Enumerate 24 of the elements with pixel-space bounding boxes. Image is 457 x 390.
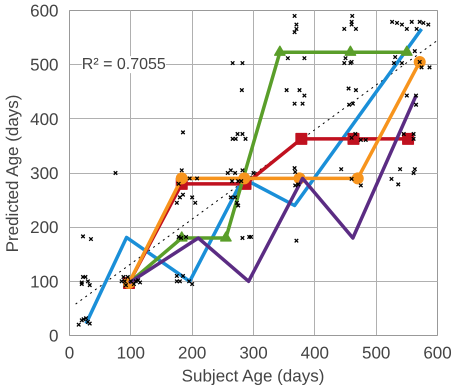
y-tick-label: 200 <box>30 218 59 238</box>
x-tick-label: 100 <box>116 344 146 362</box>
x-tick-label: 500 <box>362 344 390 362</box>
point <box>274 45 286 56</box>
x-tick-label: 600 <box>423 344 452 362</box>
x-tick-label: 200 <box>178 344 206 362</box>
x-tick-label: 400 <box>300 344 330 362</box>
y-tick-label: 0 <box>49 326 59 346</box>
point <box>344 45 356 56</box>
y-tick-label: 300 <box>30 164 59 183</box>
y-tick-label: 100 <box>30 272 59 292</box>
x-axis-title: Subject Age (days) <box>182 366 324 386</box>
y-tick-label: 400 <box>30 110 59 129</box>
x-tick-label: 300 <box>239 344 268 362</box>
annotation: R² = 0.7055 <box>82 56 166 74</box>
y-tick-label: 600 <box>30 2 59 20</box>
point <box>220 231 232 242</box>
x-tick-label: 0 <box>64 344 74 362</box>
point <box>295 132 308 145</box>
point <box>400 45 413 56</box>
y-tick-label: 500 <box>30 56 59 75</box>
y-axis-title: Predicted Age (days) <box>3 94 22 252</box>
point <box>176 172 188 184</box>
point <box>352 172 364 184</box>
